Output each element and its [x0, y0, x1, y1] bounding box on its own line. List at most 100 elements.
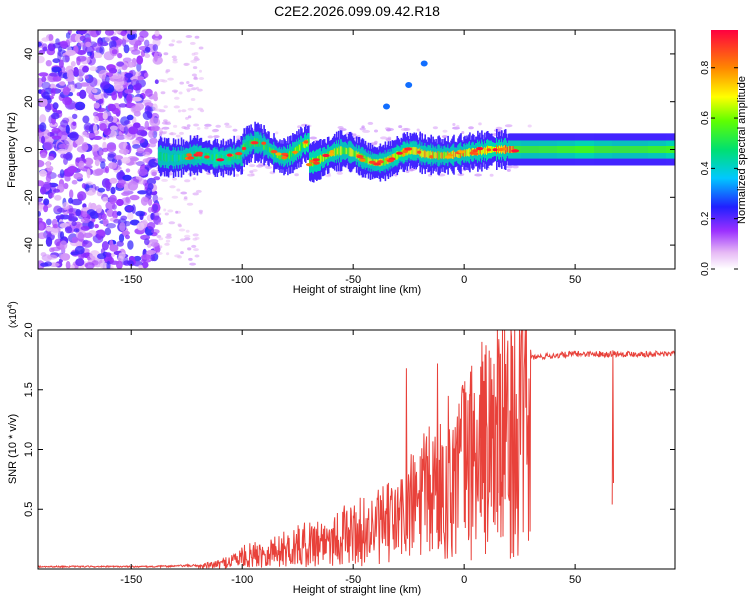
signal-core [551, 146, 554, 153]
signal-core [164, 154, 167, 161]
halo-speckle [175, 134, 181, 138]
noise-blob [76, 56, 81, 66]
noise-speckle [192, 192, 199, 196]
noise-blob [126, 30, 137, 35]
signal-core [414, 147, 416, 155]
noise-blob [79, 266, 84, 269]
harmonic-point [420, 60, 428, 67]
noise-blob [65, 124, 70, 134]
signal-core [594, 146, 596, 153]
noise-blob [111, 73, 122, 80]
signal-core [482, 147, 484, 155]
signal-core [536, 146, 539, 153]
signal-core [466, 149, 468, 157]
noise-blob [104, 30, 115, 36]
noise-blob [68, 197, 74, 204]
noise-blob [103, 128, 111, 136]
signal-core [157, 152, 160, 160]
halo-speckle [492, 133, 499, 136]
halo-speckle [456, 124, 460, 128]
noise-speckle [172, 60, 178, 64]
signal-core [533, 146, 536, 153]
signal-core [632, 146, 634, 153]
signal-core [350, 148, 353, 157]
noise-blob [141, 261, 149, 269]
noise-blob [50, 227, 59, 236]
noise-speckle [191, 87, 197, 91]
noise-blob [118, 92, 123, 99]
halo-speckle [336, 171, 343, 175]
noise-blob [81, 131, 88, 138]
signal-core [321, 155, 323, 162]
signal-core [481, 146, 483, 156]
signal-core [173, 155, 176, 162]
noise-blob [100, 80, 111, 90]
halo-speckle [256, 164, 263, 168]
noise-blob [39, 122, 47, 132]
noise-speckle [187, 84, 194, 87]
noise-blob [109, 177, 118, 184]
halo-speckle [362, 129, 371, 133]
signal-core [320, 154, 322, 164]
signal-core [361, 153, 364, 163]
y-tick-label: 20 [23, 96, 35, 108]
noise-blob [62, 96, 73, 106]
signal-core [506, 146, 509, 152]
noise-blob [48, 34, 54, 42]
noise-blob [65, 38, 73, 43]
noise-speckle [171, 177, 178, 181]
noise-speckle [175, 210, 179, 214]
halo-speckle [367, 121, 374, 125]
signal-core [159, 151, 162, 161]
signal-hotspot [251, 141, 259, 145]
noise-blob [39, 97, 48, 107]
signal-core [163, 152, 166, 162]
halo-speckle [416, 128, 420, 132]
signal-hotspot [417, 150, 422, 154]
noise-speckle [166, 233, 172, 237]
x-tick-label: 0 [461, 574, 467, 586]
noise-blob [52, 224, 59, 229]
noise-blob [71, 179, 78, 185]
signal-core [274, 150, 276, 157]
halo-speckle [297, 125, 301, 129]
noise-speckle [178, 109, 182, 113]
signal-core [483, 148, 485, 154]
y-tick-label: 2.0 [23, 322, 35, 337]
noise-blob [118, 233, 125, 243]
snr-panel: -150 -100 -50 0 50 0.5 1.0 1.5 2.0 Height of str… [7, 301, 676, 596]
noise-blob [90, 202, 97, 211]
noise-blob [116, 183, 125, 189]
signal-core [304, 140, 306, 149]
noise-blob [114, 84, 124, 92]
halo-speckle [186, 124, 191, 128]
noise-blob [110, 186, 116, 195]
signal-core [638, 146, 640, 153]
signal-core [528, 146, 531, 153]
noise-speckle [180, 251, 184, 255]
signal-hotspot [511, 149, 520, 153]
noise-blob [69, 189, 74, 199]
noise-speckle [167, 77, 174, 81]
signal-core [603, 146, 605, 153]
signal-core [668, 146, 670, 153]
noise-speckle [165, 70, 169, 74]
figure-title: C2E2.2026.099.09.42.R18 [274, 3, 440, 19]
noise-blob [86, 209, 96, 217]
signal-core [203, 152, 206, 159]
noise-blob [82, 211, 88, 218]
noise-speckle [192, 237, 198, 241]
signal-core [444, 151, 446, 160]
signal-core [486, 146, 488, 155]
signal-core [258, 138, 260, 147]
noise-blob [82, 240, 93, 248]
noise-speckle [198, 209, 203, 213]
signal-core [278, 152, 280, 159]
noise-blob [101, 241, 109, 251]
noise-blob [149, 117, 161, 127]
noise-speckle [194, 55, 198, 59]
signal-hotspot [444, 155, 452, 159]
noise-blob [109, 125, 118, 131]
signal-core [303, 142, 305, 148]
signal-core [643, 146, 645, 153]
